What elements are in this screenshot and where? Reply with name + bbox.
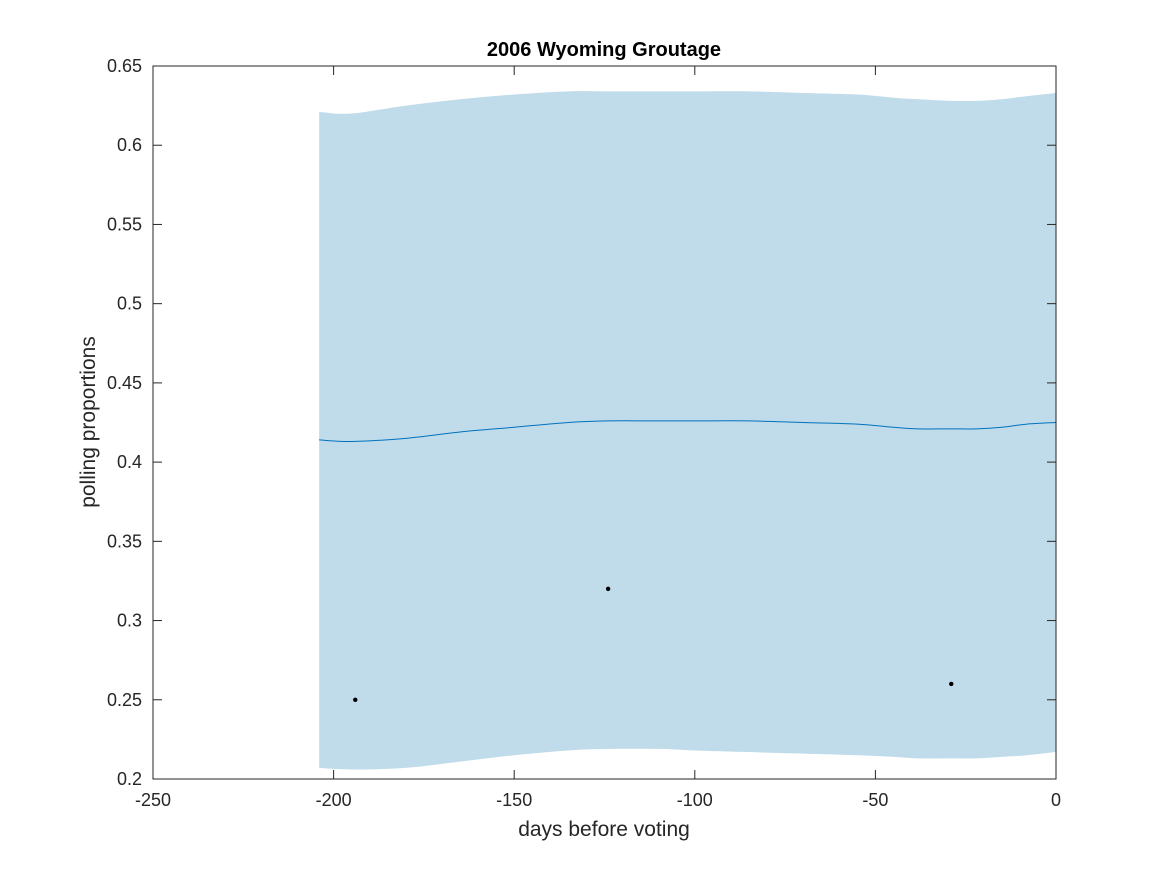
y-axis-label: polling proportions — [77, 336, 100, 508]
x-axis-label: days before voting — [518, 818, 690, 841]
y-tick-label: 0.2 — [117, 769, 142, 789]
y-tick-label: 0.4 — [117, 452, 142, 472]
y-tick-label: 0.3 — [117, 611, 142, 631]
y-tick-label: 0.65 — [107, 56, 142, 76]
y-tick-label: 0.35 — [107, 531, 142, 551]
x-tick-label: -50 — [862, 790, 888, 810]
confidence-band — [319, 91, 1056, 770]
data-point — [353, 697, 358, 702]
y-tick-label: 0.55 — [107, 214, 142, 234]
x-tick-label: -100 — [677, 790, 713, 810]
series-line — [319, 420, 1057, 443]
axes-box — [152, 65, 1057, 780]
y-tick-label: 0.45 — [107, 373, 142, 393]
y-tick-label: 0.6 — [117, 135, 142, 155]
x-tick-label: 0 — [1051, 790, 1061, 810]
y-tick-label: 0.25 — [107, 690, 142, 710]
plot-area: -250 -200 -150 -100 -50 0 0.2 0.25 0.3 0.35 0.4 0.4… — [107, 56, 1061, 810]
x-tick-label: -150 — [496, 790, 532, 810]
data-point — [605, 586, 611, 592]
x-tick-label: -250 — [135, 790, 171, 810]
y-tick-label: 0.5 — [117, 294, 142, 314]
chart-title: 2006 Wyoming Groutage — [487, 39, 721, 61]
data-point — [949, 681, 954, 687]
x-tick-label: -200 — [316, 790, 352, 810]
